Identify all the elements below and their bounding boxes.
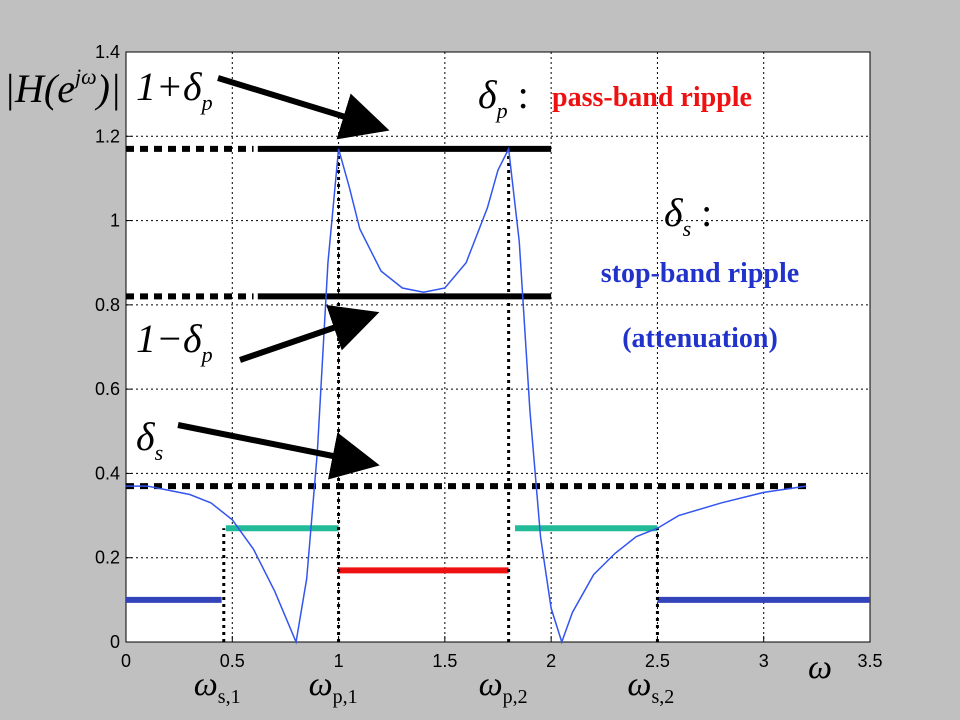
annotation-text: δ (478, 72, 498, 117)
symbol: ω (479, 666, 503, 703)
annotation-text: stop-band ripple (601, 258, 799, 289)
x-tick-label: 0 (121, 651, 131, 671)
boundary-label: ωp,2 (479, 666, 528, 708)
annotation: pass-band ripple (552, 82, 752, 113)
y-axis-label: |H(ejω)| (4, 64, 121, 111)
y-tick-label: 0.8 (95, 295, 120, 315)
boundary-label: ωs,1 (194, 666, 241, 708)
x-tick-label: 2 (546, 651, 556, 671)
subscript: p,2 (503, 686, 528, 708)
symbol: ω (309, 666, 333, 703)
ylabel-end: )| (95, 66, 121, 111)
x-tick-label: 3 (759, 651, 769, 671)
subscript: p,1 (333, 686, 358, 708)
annotation: δp : (478, 72, 529, 123)
boundary-label: ωs,2 (627, 666, 674, 708)
annotation: stop-band ripple (601, 258, 799, 289)
ylabel-sup: jω (72, 64, 97, 89)
subscript: s,1 (218, 686, 241, 708)
annotation: (attenuation) (622, 323, 778, 354)
y-tick-label: 1.2 (95, 126, 120, 146)
x-tick-label: 0.5 (220, 651, 245, 671)
y-tick-label: 0.6 (95, 379, 120, 399)
y-tick-label: 0.4 (95, 463, 120, 483)
annotation-sub: s (155, 440, 164, 465)
annotation: 1−δp (136, 316, 213, 367)
annotation: δs (136, 414, 163, 465)
annotation-text: δ (664, 190, 684, 235)
annotation: 1+δp (136, 64, 213, 115)
arrow (239, 305, 380, 363)
arrow (217, 75, 390, 140)
x-tick-label: 2.5 (645, 651, 670, 671)
annotation-text: 1+δ (136, 64, 203, 109)
symbol: ω (627, 666, 651, 703)
y-tick-label: 1.4 (95, 42, 120, 62)
annotation-sub: s (683, 216, 692, 241)
y-tick-label: 0 (110, 632, 120, 652)
annotation-tail: : (691, 190, 712, 235)
x-axis-label: ω (808, 649, 832, 686)
annotation: δs : (664, 190, 712, 241)
annotation-text: 1−δ (136, 316, 203, 361)
response-curve (126, 146, 807, 645)
annotation-text: (attenuation) (622, 323, 778, 354)
boundary-label: ωp,1 (309, 666, 358, 708)
arrow (177, 422, 380, 480)
annotation-sub: p (200, 90, 213, 115)
annotation-text: δ (136, 414, 156, 459)
x-tick-label: 1.5 (432, 651, 457, 671)
y-tick-label: 0.2 (95, 548, 120, 568)
x-tick-label: 3.5 (857, 651, 882, 671)
annotation-text: pass-band ripple (552, 82, 752, 113)
x-tick-label: 1 (334, 651, 344, 671)
ylabel-main: |H(e (4, 66, 75, 111)
annotation-sub: p (495, 98, 508, 123)
subscript: s,2 (651, 686, 674, 708)
annotation-tail: : (508, 72, 529, 117)
symbol: ω (194, 666, 218, 703)
annotation-sub: p (200, 342, 213, 367)
y-tick-label: 1 (110, 211, 120, 231)
